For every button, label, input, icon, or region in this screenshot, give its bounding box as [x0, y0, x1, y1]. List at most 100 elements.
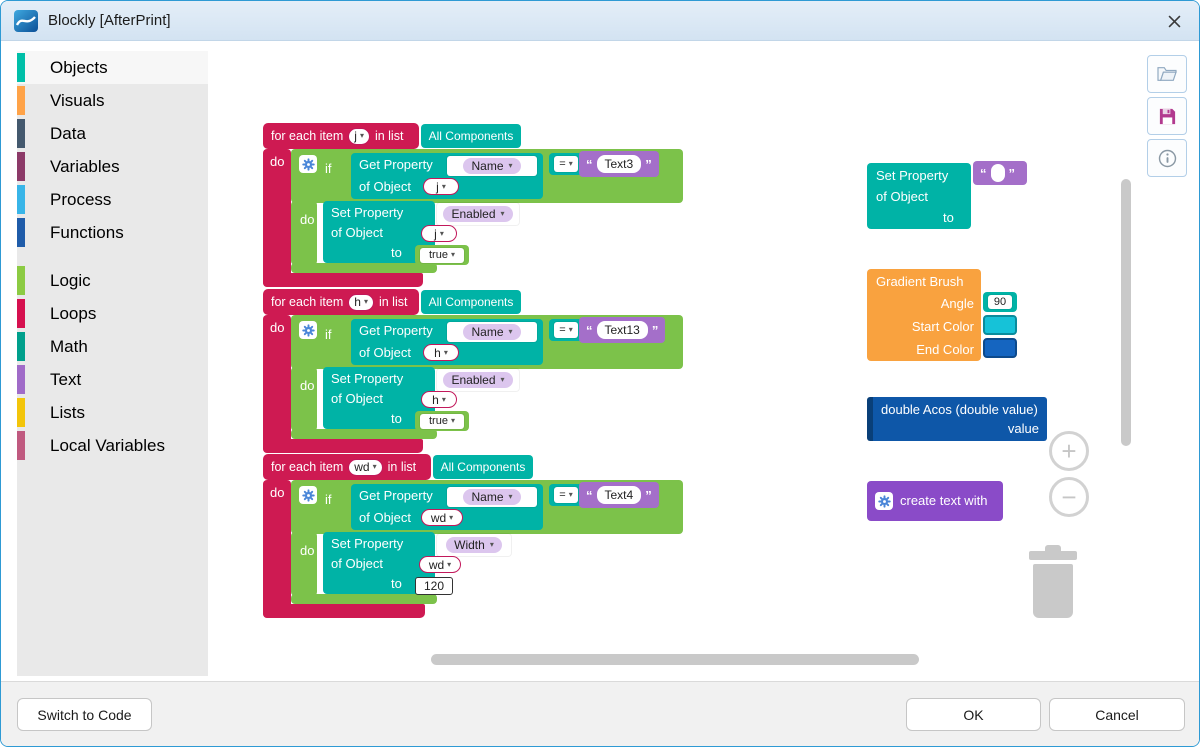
object-var-dropdown[interactable]: wd ▾ — [421, 509, 463, 526]
sidebar-item-math[interactable]: Math — [17, 330, 208, 363]
zoom-out-button[interactable]: − — [1049, 477, 1089, 517]
property-dropdown[interactable]: Enabled ▾ — [437, 369, 519, 391]
sidebar-item-lists[interactable]: Lists — [17, 396, 208, 429]
ok-button[interactable]: OK — [906, 698, 1041, 731]
operator-dropdown[interactable]: = ▾ — [554, 487, 578, 503]
create-text-block[interactable]: create text with — [867, 481, 1003, 521]
to-label: to — [391, 411, 402, 426]
text-value-field[interactable]: Text13 — [596, 321, 648, 339]
object-var-dropdown[interactable]: h ▾ — [421, 391, 457, 408]
property-dropdown[interactable]: Name ▾ — [447, 322, 537, 342]
sidebar-item-loops[interactable]: Loops — [17, 297, 208, 330]
do-label: do — [270, 320, 285, 335]
info-button[interactable] — [1147, 139, 1187, 177]
category-label: Local Variables — [50, 435, 165, 455]
text-value-field[interactable]: Text3 — [596, 155, 642, 173]
horizontal-scrollbar[interactable] — [431, 654, 919, 665]
object-var: wd — [430, 510, 447, 525]
if-label: if — [325, 492, 332, 507]
foreach-loop-block[interactable]: for each item j ▾ in list All Components … — [263, 123, 703, 289]
save-button[interactable] — [1147, 97, 1187, 135]
category-color-bar — [17, 218, 25, 247]
foreach-header[interactable]: for each item h ▾ in list — [263, 289, 419, 315]
text-value-field[interactable]: Text4 — [596, 486, 642, 504]
object-var-dropdown[interactable]: j ▾ — [421, 225, 457, 242]
angle-value-block[interactable]: 90 — [983, 292, 1017, 312]
comparison-block[interactable]: = ▾ — [549, 153, 583, 175]
property-dropdown[interactable]: Name ▾ — [447, 156, 537, 176]
sidebar-item-functions[interactable]: Functions — [17, 216, 208, 249]
category-label: Functions — [50, 222, 124, 242]
text-string-block[interactable]: “ Text13 ” — [579, 317, 666, 343]
gradient-brush-block[interactable]: Gradient Brush Angle Start Color End Col… — [867, 269, 981, 361]
comparison-block[interactable]: = ▾ — [549, 319, 583, 341]
empty-string-block[interactable]: “ ” — [973, 161, 1027, 185]
close-icon[interactable] — [1159, 7, 1189, 35]
mutator-gear-icon[interactable] — [299, 321, 317, 339]
sidebar-item-variables[interactable]: Variables — [17, 150, 208, 183]
mutator-gear-icon[interactable] — [875, 492, 893, 510]
text-string-block[interactable]: “ Text4 ” — [579, 482, 659, 508]
dropdown-caret-icon: ▾ — [359, 131, 364, 140]
set-property-block[interactable]: Set Property of Object to — [323, 201, 435, 263]
foreach-header[interactable]: for each item wd ▾ in list — [263, 454, 431, 480]
cancel-button[interactable]: Cancel — [1049, 698, 1185, 731]
float-set-property-block[interactable]: Set Property of Object to — [867, 163, 971, 229]
property-name: Name — [471, 159, 504, 173]
sidebar-item-visuals[interactable]: Visuals — [17, 84, 208, 117]
operator-dropdown[interactable]: = ▾ — [554, 322, 578, 338]
text-value-field[interactable] — [990, 164, 1005, 182]
all-components-block[interactable]: All Components — [421, 124, 521, 148]
property-dropdown[interactable]: Width ▾ — [437, 534, 511, 556]
loop-var-dropdown[interactable]: j ▾ — [348, 127, 370, 145]
all-components-label: All Components — [428, 129, 514, 143]
dialog-footer: Switch to Code OK Cancel — [1, 681, 1199, 746]
minus-icon: − — [1061, 481, 1077, 512]
boolean-true-block[interactable]: true ▾ — [415, 411, 469, 431]
operator: = — [559, 324, 566, 336]
category-label: Variables — [50, 156, 120, 176]
category-label: Data — [50, 123, 86, 143]
text-string-block[interactable]: “ Text3 ” — [579, 151, 659, 177]
all-components-block[interactable]: All Components — [433, 455, 533, 479]
open-file-button[interactable] — [1147, 55, 1187, 93]
object-var-dropdown[interactable]: wd ▾ — [419, 556, 461, 573]
trash-icon[interactable] — [1029, 545, 1089, 623]
object-var-dropdown[interactable]: h ▾ — [423, 344, 459, 361]
info-icon — [1158, 149, 1177, 168]
sidebar-item-objects[interactable]: Objects — [17, 51, 208, 84]
vertical-scrollbar[interactable] — [1121, 179, 1131, 446]
end-color-swatch[interactable] — [983, 338, 1017, 358]
foreach-loop-block[interactable]: for each item h ▾ in list All Components … — [263, 289, 703, 455]
foreach-header[interactable]: for each item j ▾ in list — [263, 123, 419, 149]
sidebar-item-logic[interactable]: Logic — [17, 264, 208, 297]
mutator-gear-icon[interactable] — [299, 486, 317, 504]
property-dropdown[interactable]: Enabled ▾ — [437, 203, 519, 225]
category-color-bar — [17, 332, 25, 361]
all-components-block[interactable]: All Components — [421, 290, 521, 314]
zoom-in-button[interactable]: + — [1049, 431, 1089, 471]
close-quote-icon: ” — [1008, 165, 1016, 181]
sidebar-item-data[interactable]: Data — [17, 117, 208, 150]
of-object-label: of Object — [359, 345, 412, 360]
acos-function-block[interactable]: double Acos (double value) value — [867, 397, 1047, 441]
sidebar-item-text[interactable]: Text — [17, 363, 208, 396]
boolean-true-block[interactable]: true ▾ — [415, 245, 469, 265]
workspace-canvas[interactable]: for each item j ▾ in list All Components … — [208, 42, 1138, 682]
object-var: h — [434, 345, 441, 360]
object-var-dropdown[interactable]: j ▾ — [423, 178, 459, 195]
property-dropdown[interactable]: Name ▾ — [447, 487, 537, 507]
loop-var-dropdown[interactable]: wd ▾ — [348, 458, 383, 476]
foreach-loop-block[interactable]: for each item wd ▾ in list All Components… — [263, 454, 703, 620]
mutator-gear-icon[interactable] — [299, 155, 317, 173]
switch-to-code-button[interactable]: Switch to Code — [17, 698, 152, 731]
start-color-swatch[interactable] — [983, 315, 1017, 335]
object-var: wd — [428, 557, 445, 572]
comparison-block[interactable]: = ▾ — [549, 484, 583, 506]
sidebar-item-process[interactable]: Process — [17, 183, 208, 216]
sidebar-item-local-variables[interactable]: Local Variables — [17, 429, 208, 462]
loop-var-dropdown[interactable]: h ▾ — [348, 293, 374, 311]
of-object-label: of Object — [331, 391, 384, 406]
number-field[interactable]: 120 — [415, 577, 453, 595]
operator-dropdown[interactable]: = ▾ — [554, 156, 578, 172]
